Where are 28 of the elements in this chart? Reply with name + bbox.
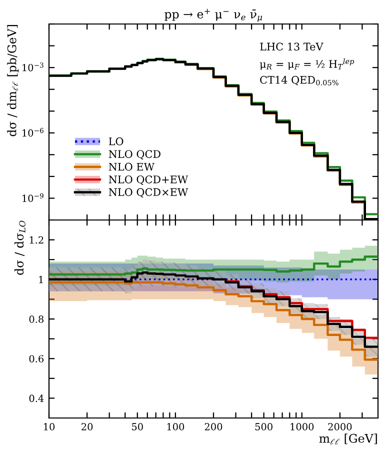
x-axis-title: m$_{ℓℓ}$ [GeV]	[319, 434, 377, 445]
y-tick-label: 0.8	[29, 315, 44, 323]
x-tick-label: 100	[167, 423, 184, 430]
annotation: CT14 QED$_{0.05%}$	[260, 76, 338, 86]
y-axis-title: dσ / dm$_{ℓℓ}$ [pb/GeV]	[7, 25, 19, 136]
chart-title: pp → e$^{+}$ μ$^{−}$ ν$_{e}$ ν̄$_{μ}$	[164, 8, 262, 22]
x-tick-label: 500	[255, 423, 272, 430]
legend-label: NLO QCD×EW	[108, 188, 188, 198]
legend-label: NLO QCD	[108, 150, 160, 160]
legend-label: LO	[108, 137, 124, 146]
y-tick-label: 10$^{−6}$	[22, 128, 44, 137]
x-tick-label: 20	[82, 423, 93, 430]
x-tick-label: 1000	[290, 423, 314, 430]
annotation: μ$_{R}$ = μ$_{F}$ = ½ H$_{T}$$^{lep}$	[260, 58, 354, 70]
y-tick-label: 10$^{−9}$	[22, 193, 44, 202]
y-tick-label: 1.2	[30, 236, 44, 244]
x-tick-label: 2000	[328, 423, 352, 430]
annotation: LHC 13 TeV	[260, 42, 324, 51]
y-tick-label: 1	[39, 276, 43, 284]
y-tick-label: 0.6	[29, 355, 44, 362]
x-tick-label: 10	[44, 423, 55, 430]
legend-label: NLO QCD+EW	[108, 175, 188, 185]
y-tick-label: 10$^{−3}$	[22, 62, 44, 72]
legend-label: NLO EW	[108, 162, 154, 171]
x-tick-label: 200	[204, 423, 222, 430]
y-axis-title: dσ / dσ$_{LO}$	[14, 220, 26, 275]
y-tick-label: 0.4	[29, 394, 44, 402]
x-tick-label: 50	[132, 423, 143, 430]
